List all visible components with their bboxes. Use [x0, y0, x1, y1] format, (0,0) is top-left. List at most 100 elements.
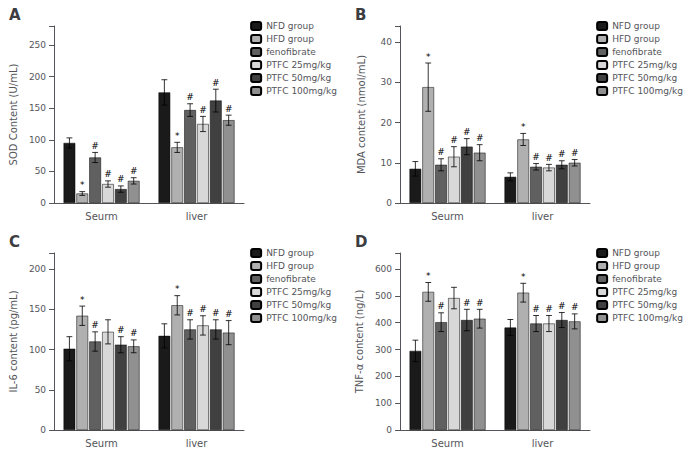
svg-text:50: 50: [35, 385, 47, 395]
svg-text:Seurm: Seurm: [85, 211, 118, 222]
svg-text:*: *: [80, 295, 85, 305]
svg-text:600: 600: [375, 264, 392, 274]
svg-text:150: 150: [29, 304, 46, 314]
svg-text:10: 10: [381, 158, 393, 168]
svg-text:#: #: [186, 308, 194, 318]
svg-text:liver: liver: [532, 438, 555, 449]
svg-text:PTFC 25mg/kg: PTFC 25mg/kg: [612, 287, 677, 297]
svg-text:#: #: [212, 78, 220, 88]
svg-text:*: *: [426, 271, 431, 281]
svg-text:*: *: [175, 284, 180, 294]
svg-text:#: #: [225, 309, 233, 319]
svg-text:HFD group: HFD group: [266, 261, 314, 271]
svg-text:HFD group: HFD group: [266, 34, 314, 44]
svg-text:fenofibrate: fenofibrate: [612, 274, 662, 284]
svg-text:A: A: [9, 6, 21, 24]
svg-text:PTFC 100mg/kg: PTFC 100mg/kg: [266, 313, 337, 323]
svg-text:0: 0: [386, 198, 392, 208]
svg-text:#: #: [117, 325, 125, 335]
svg-text:#: #: [117, 174, 125, 184]
svg-text:PTFC 100mg/kg: PTFC 100mg/kg: [612, 86, 683, 96]
svg-text:PTFC 50mg/kg: PTFC 50mg/kg: [612, 73, 677, 83]
svg-text:200: 200: [29, 72, 46, 82]
svg-text:liver: liver: [532, 211, 555, 222]
svg-text:#: #: [104, 169, 112, 179]
svg-text:#: #: [91, 320, 99, 330]
svg-text:#: #: [545, 153, 553, 163]
svg-text:#: #: [437, 147, 445, 157]
svg-text:100: 100: [29, 135, 46, 145]
svg-text:#: #: [91, 141, 99, 151]
svg-text:HFD group: HFD group: [612, 261, 660, 271]
svg-text:#: #: [558, 301, 566, 311]
svg-text:#: #: [476, 133, 484, 143]
svg-text:30: 30: [381, 77, 393, 87]
svg-text:#: #: [476, 298, 484, 308]
svg-text:fenofibrate: fenofibrate: [266, 47, 316, 57]
svg-text:HFD group: HFD group: [612, 34, 660, 44]
svg-text:NFD group: NFD group: [612, 248, 660, 258]
svg-text:#: #: [463, 127, 471, 137]
svg-text:*: *: [426, 52, 431, 62]
svg-text:IL-6 content (pg/mL): IL-6 content (pg/mL): [8, 290, 19, 392]
svg-text:20: 20: [381, 118, 393, 128]
svg-text:PTFC 25mg/kg: PTFC 25mg/kg: [266, 287, 331, 297]
svg-text:#: #: [225, 104, 233, 114]
svg-text:TNF-α content (ng/L): TNF-α content (ng/L): [354, 290, 365, 395]
svg-text:B: B: [355, 6, 366, 24]
svg-text:200: 200: [29, 264, 46, 274]
svg-text:PTFC 25mg/kg: PTFC 25mg/kg: [612, 60, 677, 70]
svg-text:#: #: [463, 298, 471, 308]
svg-text:D: D: [355, 233, 367, 251]
svg-text:#: #: [130, 166, 138, 176]
svg-text:*: *: [521, 122, 526, 132]
svg-text:liver: liver: [186, 211, 209, 222]
svg-text:#: #: [558, 149, 566, 159]
svg-text:fenofibrate: fenofibrate: [266, 274, 316, 284]
svg-text:500: 500: [375, 291, 392, 301]
svg-text:250: 250: [29, 40, 46, 50]
svg-text:100: 100: [29, 345, 46, 355]
svg-text:Seurm: Seurm: [431, 211, 464, 222]
svg-text:0: 0: [386, 425, 392, 435]
svg-text:PTFC 100mg/kg: PTFC 100mg/kg: [612, 313, 683, 323]
svg-text:#: #: [450, 135, 458, 145]
svg-text:NFD group: NFD group: [266, 21, 314, 31]
svg-text:200: 200: [375, 371, 392, 381]
svg-text:#: #: [571, 302, 579, 312]
svg-text:150: 150: [29, 103, 46, 113]
svg-text:*: *: [80, 180, 85, 190]
svg-text:#: #: [437, 301, 445, 311]
svg-text:PTFC 50mg/kg: PTFC 50mg/kg: [266, 300, 331, 310]
svg-text:PTFC 100mg/kg: PTFC 100mg/kg: [266, 86, 337, 96]
svg-text:NFD group: NFD group: [266, 248, 314, 258]
svg-text:#: #: [532, 304, 540, 314]
svg-text:SOD Content (U/mL): SOD Content (U/mL): [8, 63, 19, 165]
svg-text:#: #: [199, 105, 207, 115]
svg-text:100: 100: [375, 398, 392, 408]
svg-text:300: 300: [375, 345, 392, 355]
svg-text:400: 400: [375, 318, 392, 328]
svg-text:*: *: [175, 131, 180, 141]
svg-text:#: #: [186, 92, 194, 102]
svg-text:0: 0: [40, 198, 46, 208]
svg-text:PTFC 50mg/kg: PTFC 50mg/kg: [266, 73, 331, 83]
svg-text:#: #: [212, 308, 220, 318]
svg-text:Seurm: Seurm: [431, 438, 464, 449]
svg-text:40: 40: [381, 37, 393, 47]
svg-text:PTFC 50mg/kg: PTFC 50mg/kg: [612, 300, 677, 310]
svg-text:#: #: [130, 328, 138, 338]
svg-text:#: #: [532, 152, 540, 162]
svg-text:Seurm: Seurm: [85, 438, 118, 449]
svg-text:#: #: [199, 304, 207, 314]
svg-text:*: *: [521, 272, 526, 282]
svg-text:MDA content (nmol/mL): MDA content (nmol/mL): [356, 55, 367, 174]
svg-text:#: #: [571, 148, 579, 158]
svg-text:NFD group: NFD group: [612, 21, 660, 31]
svg-text:liver: liver: [186, 438, 209, 449]
svg-text:fenofibrate: fenofibrate: [612, 47, 662, 57]
svg-text:C: C: [9, 233, 20, 251]
svg-text:PTFC 25mg/kg: PTFC 25mg/kg: [266, 60, 331, 70]
svg-text:#: #: [545, 304, 553, 314]
svg-text:50: 50: [35, 166, 47, 176]
